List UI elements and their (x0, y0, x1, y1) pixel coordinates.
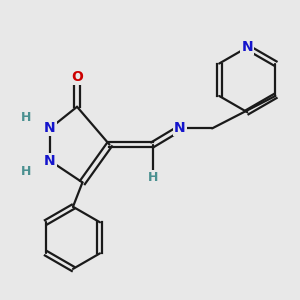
Text: N: N (174, 122, 185, 135)
Text: N: N (44, 154, 56, 168)
Text: N: N (44, 122, 56, 135)
Text: H: H (20, 165, 31, 178)
Text: O: O (71, 70, 83, 84)
Text: H: H (20, 111, 31, 124)
Text: H: H (148, 170, 158, 184)
Text: N: N (242, 40, 253, 54)
